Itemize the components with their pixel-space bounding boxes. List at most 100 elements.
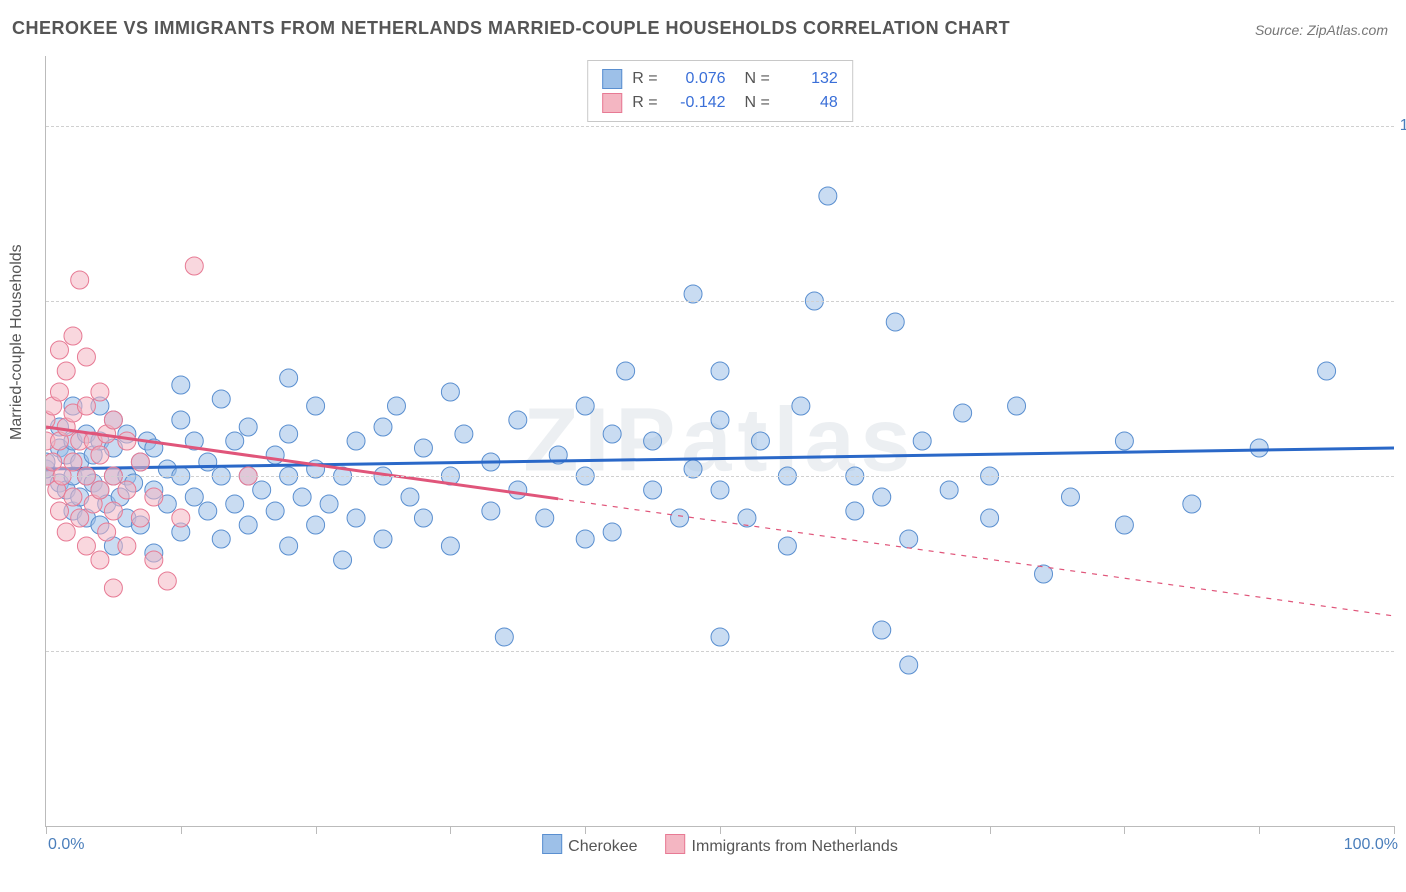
data-point [617, 362, 635, 380]
data-point [441, 383, 459, 401]
source-label: Source: ZipAtlas.com [1255, 22, 1388, 38]
stats-r-label: R = [632, 67, 657, 91]
data-point [482, 502, 500, 520]
data-point [280, 369, 298, 387]
data-point [441, 537, 459, 555]
legend-bottom: Cherokee Immigrants from Netherlands [542, 834, 898, 856]
data-point [414, 439, 432, 457]
data-point [98, 523, 116, 541]
data-point [981, 509, 999, 527]
data-point [212, 530, 230, 548]
data-point [131, 453, 149, 471]
data-point [118, 432, 136, 450]
stats-r-label: R = [632, 91, 657, 115]
data-point [846, 502, 864, 520]
data-point [226, 432, 244, 450]
data-point [266, 502, 284, 520]
data-point [71, 509, 89, 527]
stats-row: R =-0.142 N =48 [602, 91, 838, 115]
data-point [913, 432, 931, 450]
stats-swatch [602, 69, 622, 89]
data-point [603, 425, 621, 443]
data-point [104, 502, 122, 520]
data-point [91, 551, 109, 569]
data-point [91, 446, 109, 464]
data-point [91, 383, 109, 401]
data-point [900, 530, 918, 548]
data-point [50, 383, 68, 401]
data-point [334, 551, 352, 569]
data-point [401, 488, 419, 506]
data-point [280, 425, 298, 443]
data-point [280, 537, 298, 555]
data-point [118, 537, 136, 555]
data-point [778, 537, 796, 555]
data-point [900, 656, 918, 674]
data-point [77, 537, 95, 555]
data-point [374, 418, 392, 436]
data-point [671, 509, 689, 527]
data-point [253, 481, 271, 499]
data-point [50, 502, 68, 520]
data-point [131, 509, 149, 527]
data-point [1008, 397, 1026, 415]
legend-swatch [542, 834, 562, 854]
gridline [46, 126, 1394, 127]
stats-row: R =0.076 N =132 [602, 67, 838, 91]
y-tick-label: 100.0% [1400, 117, 1406, 135]
data-point [1115, 516, 1133, 534]
data-point [199, 453, 217, 471]
legend-item: Immigrants from Netherlands [666, 834, 898, 856]
data-point [954, 404, 972, 422]
data-point [104, 411, 122, 429]
data-point [347, 509, 365, 527]
stats-box: R =0.076 N =132R =-0.142 N =48 [587, 60, 853, 122]
data-point [347, 432, 365, 450]
gridline [46, 476, 1394, 477]
data-point [212, 390, 230, 408]
x-tick [585, 826, 586, 834]
data-point [819, 187, 837, 205]
x-tick [46, 826, 47, 834]
data-point [104, 579, 122, 597]
data-point [1061, 488, 1079, 506]
data-point [873, 488, 891, 506]
scatter-svg [46, 56, 1394, 826]
data-point [509, 481, 527, 499]
stats-swatch [602, 93, 622, 113]
data-point [711, 362, 729, 380]
data-point [536, 509, 554, 527]
data-point [711, 481, 729, 499]
data-point [91, 481, 109, 499]
plot-area: ZIPatlas R =0.076 N =132R =-0.142 N =48 … [45, 56, 1394, 827]
data-point [307, 516, 325, 534]
x-tick [1259, 826, 1260, 834]
data-point [1183, 495, 1201, 513]
data-point [711, 628, 729, 646]
data-point [940, 481, 958, 499]
y-axis-label: Married-couple Households [8, 244, 26, 440]
data-point [1318, 362, 1336, 380]
data-point [644, 481, 662, 499]
data-point [77, 348, 95, 366]
x-tick [181, 826, 182, 834]
gridline [46, 651, 1394, 652]
data-point [320, 495, 338, 513]
data-point [57, 362, 75, 380]
data-point [185, 257, 203, 275]
data-point [873, 621, 891, 639]
legend-item: Cherokee [542, 834, 637, 856]
stats-r-value: -0.142 [668, 91, 726, 115]
data-point [792, 397, 810, 415]
data-point [293, 488, 311, 506]
x-tick [450, 826, 451, 834]
legend-swatch [666, 834, 686, 854]
data-point [50, 341, 68, 359]
stats-n-label: N = [736, 67, 770, 91]
legend-label: Immigrants from Netherlands [692, 838, 898, 855]
data-point [414, 509, 432, 527]
data-point [455, 425, 473, 443]
data-point [644, 432, 662, 450]
x-axis-min-label: 0.0% [48, 836, 84, 854]
data-point [64, 488, 82, 506]
